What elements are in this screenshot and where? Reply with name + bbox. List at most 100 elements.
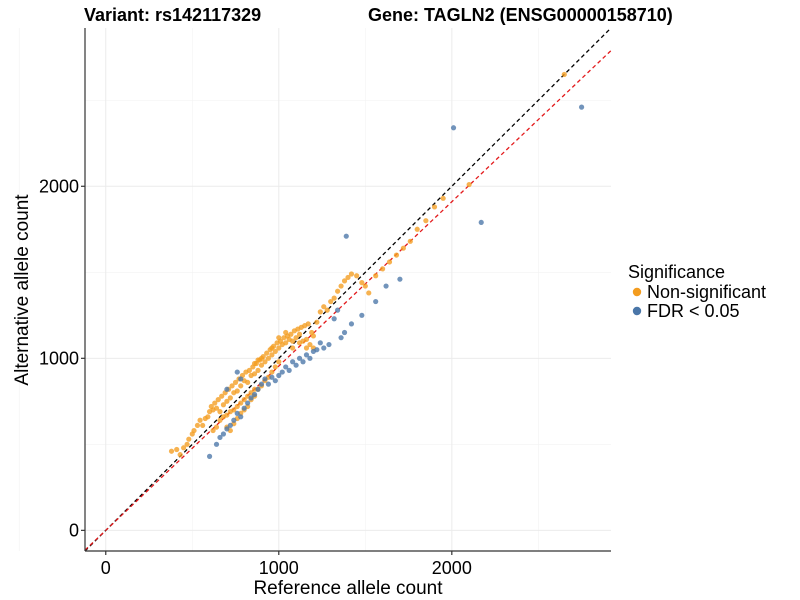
data-point	[314, 319, 320, 325]
data-point	[181, 445, 187, 451]
data-point	[341, 329, 348, 336]
y-tick-label: 1000	[39, 348, 79, 368]
data-point	[317, 340, 323, 346]
data-point	[305, 321, 311, 327]
data-point	[314, 347, 320, 353]
data-point	[241, 405, 247, 411]
data-point	[210, 427, 216, 434]
data-point	[205, 414, 211, 420]
y-tick-label: 0	[69, 520, 79, 540]
data-point	[338, 335, 344, 341]
x-tick-label: 1000	[259, 558, 299, 578]
data-point	[317, 309, 323, 315]
data-point	[227, 422, 233, 429]
data-point	[213, 424, 220, 430]
chart-title-gene: Gene: TAGLN2 (ENSG00000158710)	[368, 5, 673, 25]
data-point	[241, 397, 247, 403]
data-point	[217, 434, 223, 441]
data-point	[229, 383, 235, 389]
data-point	[293, 335, 299, 341]
x-axis-title: Reference allele count	[253, 578, 443, 599]
data-point	[296, 340, 303, 346]
data-point	[331, 316, 337, 322]
reference-lines	[84, 27, 612, 552]
data-point	[265, 355, 272, 361]
data-point	[407, 238, 413, 244]
data-point	[386, 259, 393, 265]
data-point	[262, 359, 268, 365]
data-point	[290, 345, 296, 351]
data-point	[224, 398, 230, 404]
data-point	[359, 280, 365, 286]
x-tick-label: 2000	[432, 558, 472, 578]
data-point	[578, 104, 585, 110]
data-point	[276, 372, 282, 379]
data-point	[423, 218, 429, 224]
data-point	[248, 395, 254, 401]
legend-label-fdr: FDR < 0.05	[647, 301, 740, 321]
data-point	[303, 352, 310, 358]
fit-line	[84, 50, 612, 551]
data-point	[224, 386, 230, 392]
data-point	[200, 422, 206, 429]
chart-title-variant: Variant: rs142117329	[84, 5, 261, 25]
data-point	[466, 181, 472, 188]
data-point	[359, 312, 365, 318]
data-point	[307, 341, 313, 348]
data-point	[258, 381, 265, 387]
data-point	[213, 405, 220, 411]
data-point	[215, 397, 221, 403]
data-point	[245, 379, 251, 386]
data-point	[380, 266, 386, 272]
data-point	[373, 298, 379, 305]
data-points	[168, 71, 585, 459]
data-point	[293, 362, 299, 368]
data-point	[440, 195, 446, 201]
data-point	[478, 219, 484, 226]
data-point	[290, 359, 296, 365]
data-point	[321, 345, 327, 351]
data-point	[300, 359, 306, 365]
data-point	[219, 393, 225, 399]
grid	[18, 28, 611, 551]
data-point	[255, 357, 261, 363]
data-point	[362, 283, 368, 289]
data-point	[245, 400, 251, 406]
data-point	[265, 381, 272, 387]
data-point	[354, 273, 360, 279]
data-point	[335, 307, 341, 313]
data-point	[431, 204, 438, 210]
data-point	[231, 407, 237, 413]
series-non-significant	[168, 71, 567, 458]
y-axis-title: Alternative allele count	[12, 194, 33, 386]
data-point	[286, 367, 292, 373]
data-point	[310, 333, 316, 339]
data-point	[262, 376, 268, 382]
data-point	[194, 422, 201, 429]
data-point	[212, 400, 218, 406]
data-point	[234, 403, 240, 410]
data-point	[321, 304, 327, 310]
data-point	[296, 355, 303, 361]
data-point	[191, 427, 197, 434]
data-point	[220, 402, 227, 408]
data-point	[238, 400, 244, 406]
data-point	[288, 331, 294, 337]
data-point	[255, 386, 261, 392]
data-point	[177, 452, 183, 458]
legend-title: Significance	[628, 262, 725, 282]
data-point	[283, 329, 289, 336]
data-point	[174, 446, 180, 453]
data-point	[272, 378, 278, 384]
data-point	[197, 417, 203, 423]
tick-labels: 0 1000 2000 0 1000 2000	[39, 176, 472, 578]
data-point	[290, 338, 296, 344]
axes	[81, 28, 611, 555]
data-point	[272, 348, 278, 355]
data-point	[234, 410, 240, 416]
data-point	[217, 417, 223, 423]
data-point	[272, 364, 278, 370]
data-point	[393, 252, 400, 258]
